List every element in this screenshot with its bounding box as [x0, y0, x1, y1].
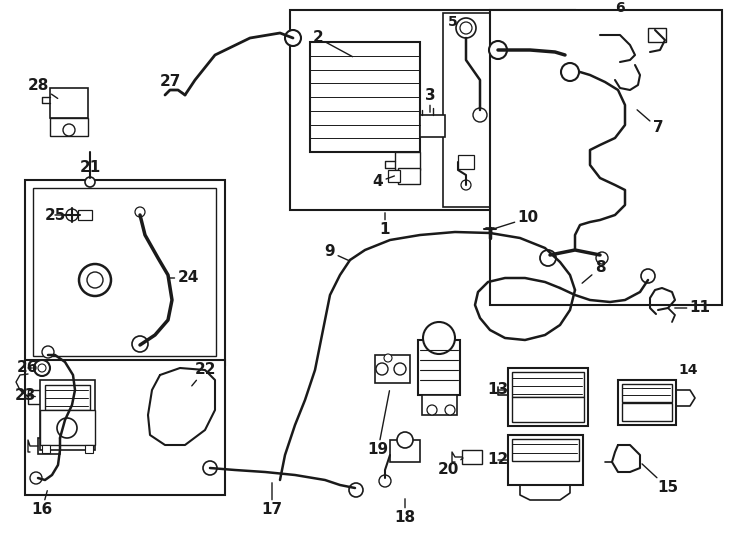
- Text: 12: 12: [487, 453, 509, 468]
- Bar: [388, 170, 400, 182]
- Bar: [622, 403, 672, 421]
- Bar: [85, 445, 93, 453]
- Bar: [28, 390, 50, 404]
- Circle shape: [132, 336, 148, 352]
- Text: 28: 28: [27, 78, 58, 98]
- Text: 14: 14: [678, 363, 698, 377]
- Circle shape: [30, 472, 42, 484]
- Bar: [622, 384, 672, 402]
- Bar: [50, 88, 88, 118]
- Circle shape: [379, 475, 391, 487]
- Circle shape: [423, 322, 455, 354]
- Bar: [40, 410, 95, 445]
- Circle shape: [489, 41, 507, 59]
- Bar: [422, 395, 457, 415]
- Text: 18: 18: [394, 499, 415, 525]
- Bar: [50, 118, 88, 136]
- Bar: [290, 10, 575, 210]
- Bar: [512, 397, 584, 422]
- Circle shape: [79, 264, 111, 296]
- Bar: [45, 385, 90, 410]
- Bar: [458, 155, 474, 169]
- Circle shape: [641, 269, 655, 283]
- Bar: [42, 445, 50, 453]
- Text: 19: 19: [368, 391, 390, 457]
- Circle shape: [285, 30, 301, 46]
- Bar: [390, 440, 420, 462]
- Circle shape: [473, 108, 487, 122]
- Text: 26: 26: [18, 361, 39, 375]
- Bar: [78, 210, 92, 220]
- Text: 23: 23: [14, 388, 36, 402]
- Circle shape: [427, 405, 437, 415]
- Circle shape: [461, 180, 471, 190]
- Text: 22: 22: [192, 362, 216, 386]
- Circle shape: [203, 461, 217, 475]
- Bar: [25, 180, 225, 365]
- Circle shape: [456, 18, 476, 38]
- Text: 27: 27: [159, 75, 183, 93]
- Circle shape: [540, 250, 556, 266]
- Circle shape: [376, 363, 388, 375]
- Circle shape: [38, 364, 46, 372]
- Bar: [40, 380, 95, 450]
- Circle shape: [445, 405, 455, 415]
- Text: 11: 11: [675, 300, 711, 315]
- Bar: [618, 380, 676, 425]
- Text: 3: 3: [425, 87, 435, 112]
- Bar: [310, 42, 420, 152]
- Circle shape: [384, 354, 392, 362]
- Bar: [462, 450, 482, 464]
- Circle shape: [63, 124, 75, 136]
- Bar: [398, 168, 420, 184]
- Text: 13: 13: [487, 382, 509, 397]
- Bar: [648, 28, 666, 42]
- Text: 9: 9: [324, 245, 349, 261]
- Text: 7: 7: [637, 110, 664, 136]
- Circle shape: [561, 63, 579, 81]
- Bar: [395, 152, 420, 170]
- Text: 17: 17: [261, 483, 283, 517]
- Circle shape: [42, 346, 54, 358]
- Bar: [443, 13, 567, 207]
- Circle shape: [87, 272, 103, 288]
- Bar: [490, 10, 722, 305]
- Text: 5: 5: [448, 15, 458, 29]
- Text: 21: 21: [79, 160, 101, 176]
- Circle shape: [349, 483, 363, 497]
- Text: 15: 15: [642, 464, 678, 496]
- Text: 24: 24: [168, 271, 199, 286]
- Bar: [375, 355, 410, 383]
- Text: 4: 4: [373, 174, 394, 190]
- Circle shape: [394, 363, 406, 375]
- Bar: [420, 115, 445, 137]
- Bar: [33, 188, 216, 356]
- Text: 2: 2: [313, 30, 352, 57]
- Circle shape: [85, 177, 95, 187]
- Circle shape: [135, 207, 145, 217]
- Text: 6: 6: [615, 1, 625, 15]
- Bar: [508, 368, 588, 426]
- Bar: [25, 360, 225, 495]
- Circle shape: [66, 209, 78, 221]
- Circle shape: [34, 360, 50, 376]
- Text: 1: 1: [379, 213, 390, 238]
- Bar: [512, 439, 579, 461]
- Text: 16: 16: [32, 491, 53, 517]
- Circle shape: [460, 22, 472, 34]
- Circle shape: [57, 418, 77, 438]
- Bar: [38, 438, 60, 454]
- Bar: [418, 340, 460, 395]
- Text: 8: 8: [582, 260, 606, 283]
- Text: 25: 25: [44, 207, 65, 222]
- Text: 20: 20: [437, 458, 463, 477]
- Text: 10: 10: [493, 211, 539, 229]
- Bar: [508, 435, 583, 485]
- Bar: [512, 372, 584, 397]
- Circle shape: [596, 252, 608, 264]
- Circle shape: [397, 432, 413, 448]
